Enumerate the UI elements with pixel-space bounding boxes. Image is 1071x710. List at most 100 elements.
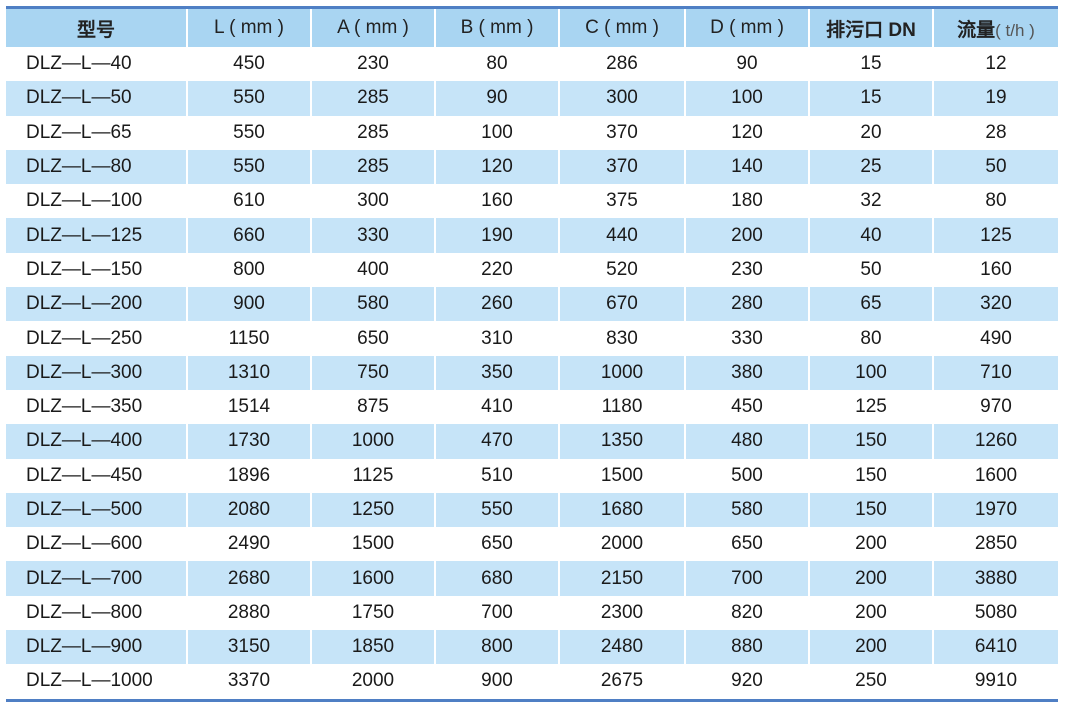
value-cell: 550 [188, 81, 310, 116]
value-cell: 150 [810, 492, 932, 528]
value-cell: 80 [860, 327, 882, 349]
value-cell: 470 [436, 424, 558, 459]
value-cell: 370 [606, 121, 638, 143]
value-cell: 200 [810, 561, 932, 596]
column-header: B ( mm ) [436, 9, 558, 47]
value-cell: 20 [860, 121, 882, 143]
value-cell: 650 [481, 533, 513, 555]
table-row: DLZ—L—500 2080 1250 550 1680 580 150 1970 [6, 492, 1058, 528]
value-cell: 260 [436, 287, 558, 322]
value-cell: 1310 [188, 355, 310, 390]
value-cell: 250 [855, 670, 887, 692]
value-cell: 350 [436, 355, 558, 390]
value-cell: 120 [731, 121, 763, 143]
value-cell: 920 [731, 670, 763, 692]
table-row: DLZ—L—900 3150 1850 800 2480 880 200 6410 [6, 630, 1058, 665]
value-cell: 2080 [188, 492, 310, 528]
spec-table-container: 型号 L ( mm ) A ( mm ) B ( mm ) C ( mm ) D ( mm… [6, 6, 1058, 702]
value-cell: 330 [731, 327, 763, 349]
value-cell: 610 [233, 190, 265, 212]
value-cell: 875 [357, 396, 389, 418]
value-cell: 1000 [560, 355, 684, 390]
column-header-label: B ( mm ) [460, 17, 534, 38]
value-cell: 80 [985, 190, 1007, 212]
value-cell: 65 [810, 287, 932, 322]
value-cell: 50 [860, 258, 882, 280]
value-cell: 230 [357, 53, 389, 75]
value-cell: 400 [357, 258, 389, 280]
value-cell: 1260 [934, 424, 1058, 459]
value-cell: 1250 [312, 492, 434, 528]
value-cell: 90 [436, 81, 558, 116]
value-cell: 5080 [974, 601, 1018, 623]
model-cell: DLZ—L—125 [6, 218, 186, 253]
value-cell: 150 [855, 464, 887, 486]
value-cell: 40 [810, 218, 932, 253]
value-cell: 550 [233, 121, 265, 143]
value-cell: 370 [560, 149, 684, 185]
value-cell: 80 [486, 53, 508, 75]
value-cell: 300 [357, 190, 389, 212]
table-row: DLZ—L—50 550 285 90 300 100 15 19 [6, 81, 1058, 116]
column-header: 排污口 DN [810, 9, 932, 47]
value-cell: 50 [934, 149, 1058, 185]
model-cell: DLZ—L—300 [6, 355, 186, 390]
value-cell: 32 [860, 190, 882, 212]
value-cell: 200 [686, 218, 808, 253]
model-cell: DLZ—L—350 [26, 396, 143, 418]
value-cell: 220 [481, 258, 513, 280]
value-cell: 150 [810, 424, 932, 459]
value-cell: 285 [312, 149, 434, 185]
model-cell: DLZ—L—500 [6, 492, 186, 528]
value-cell: 28 [985, 121, 1007, 143]
value-cell: 490 [980, 327, 1012, 349]
table-row: DLZ—L—80 550 285 120 370 140 25 50 [6, 149, 1058, 185]
model-cell: DLZ—L—800 [26, 601, 143, 623]
value-cell: 320 [934, 287, 1058, 322]
column-header: 流量( t/h ) [934, 9, 1058, 47]
value-cell: 3370 [227, 670, 271, 692]
value-cell: 1125 [352, 464, 394, 486]
value-cell: 1600 [312, 561, 434, 596]
table-row: DLZ—L—450 1896 1125 510 1500 500 150 1600 [6, 459, 1058, 493]
value-cell: 100 [686, 81, 808, 116]
value-cell: 15 [860, 53, 882, 75]
value-cell: 285 [312, 81, 434, 116]
table-row: DLZ—L—65 550 285 100 370 120 20 28 [6, 116, 1058, 150]
value-cell: 680 [436, 561, 558, 596]
column-header-label: 型号 [76, 19, 115, 41]
column-header-label: D ( mm ) [710, 17, 784, 38]
value-cell: 100 [481, 121, 513, 143]
value-cell: 140 [686, 149, 808, 185]
value-cell: 200 [855, 533, 887, 555]
value-cell: 3150 [188, 630, 310, 665]
value-cell: 800 [233, 258, 265, 280]
value-cell: 650 [357, 327, 389, 349]
value-cell: 90 [736, 53, 758, 75]
column-header: 型号 [6, 9, 186, 47]
value-cell: 12 [985, 53, 1007, 75]
value-cell: 500 [731, 464, 763, 486]
value-cell: 230 [731, 258, 763, 280]
value-cell: 410 [481, 396, 513, 418]
value-cell: 380 [686, 355, 808, 390]
value-cell: 550 [188, 149, 310, 185]
value-cell: 1680 [560, 492, 684, 528]
value-cell: 1150 [228, 327, 270, 349]
model-cell: DLZ—L—80 [6, 149, 186, 185]
value-cell: 900 [188, 287, 310, 322]
column-header-label: L ( mm ) [213, 17, 284, 38]
model-cell: DLZ—L—600 [26, 533, 143, 555]
table-row: DLZ—L—100 610 300 160 375 180 32 80 [6, 184, 1058, 218]
value-cell: 2675 [600, 670, 644, 692]
value-cell: 1180 [601, 396, 643, 418]
model-cell: DLZ—L—40 [26, 53, 132, 75]
value-cell: 285 [357, 121, 389, 143]
value-cell: 550 [436, 492, 558, 528]
model-cell: DLZ—L—900 [6, 630, 186, 665]
model-cell: DLZ—L—250 [26, 327, 143, 349]
value-cell: 2000 [351, 670, 395, 692]
spec-table: 型号 L ( mm ) A ( mm ) B ( mm ) C ( mm ) D ( mm… [4, 9, 1060, 699]
value-cell: 2850 [974, 533, 1018, 555]
flow-unit-label: ( t/h ) [995, 20, 1035, 40]
